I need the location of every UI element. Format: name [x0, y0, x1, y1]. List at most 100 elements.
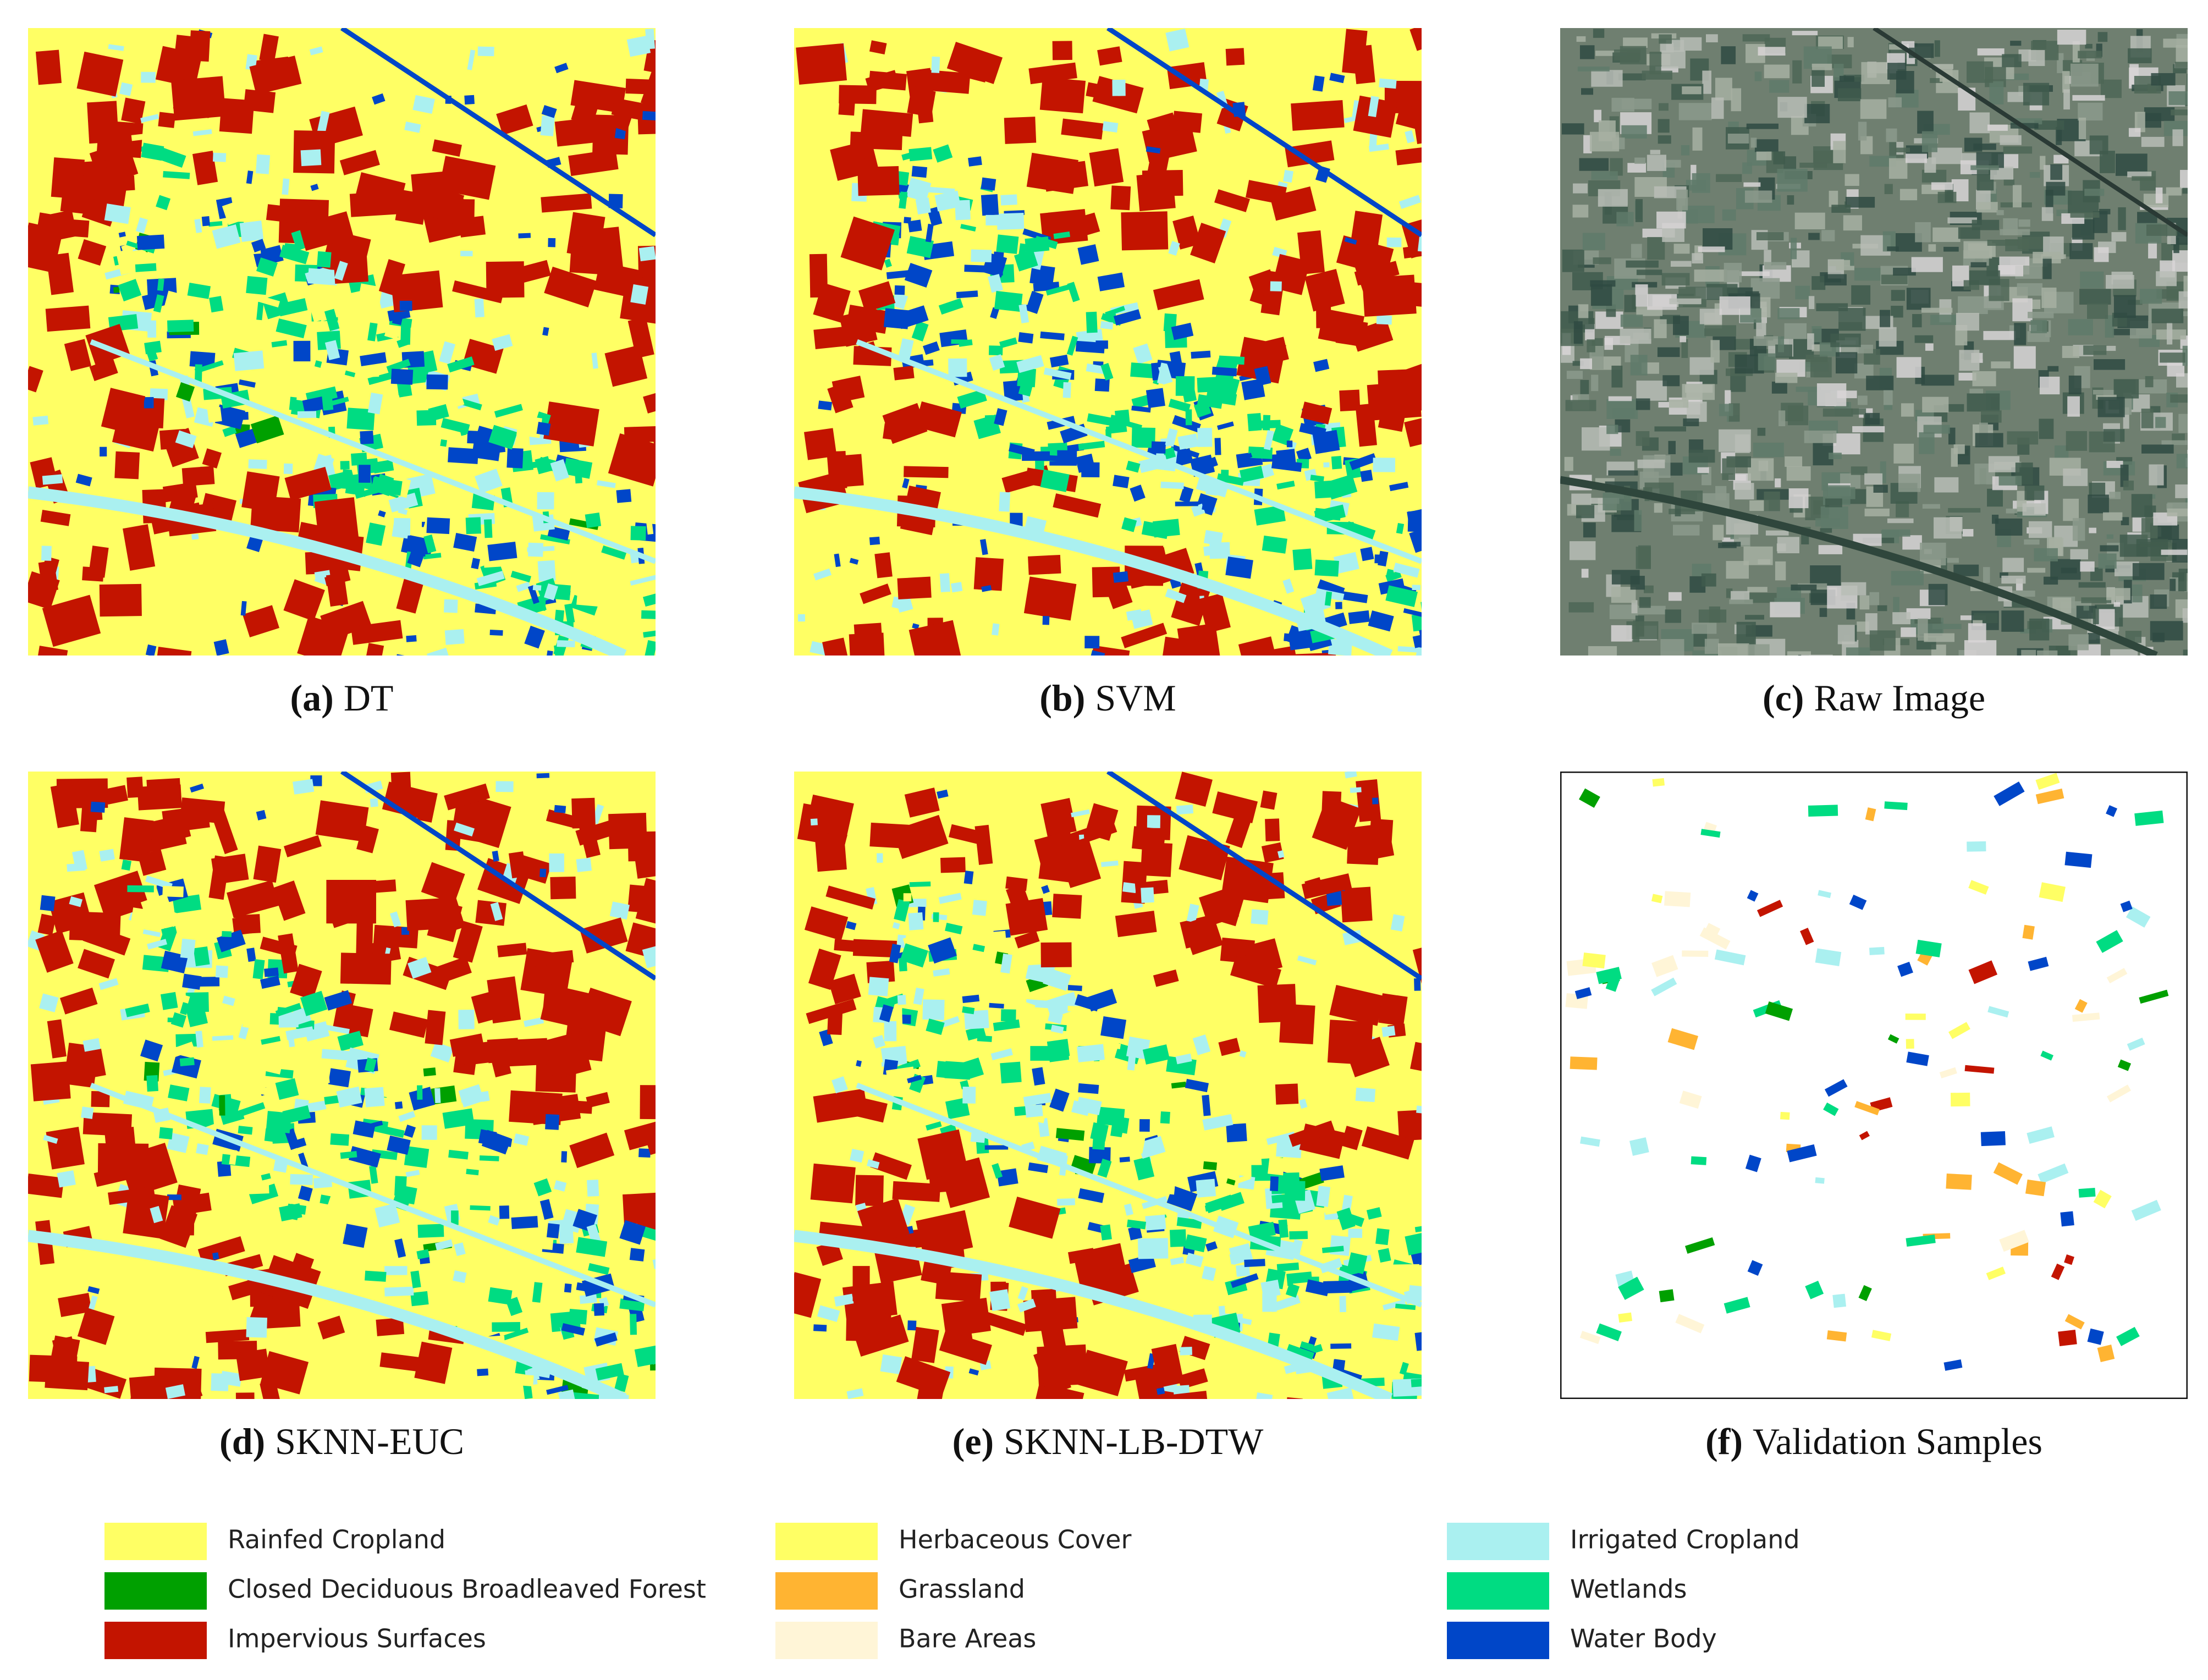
image-patch [1804, 430, 1837, 443]
image-patch [2178, 414, 2188, 433]
image-patch [1777, 308, 1800, 320]
map-patch [484, 519, 493, 538]
map-patch [39, 993, 59, 1012]
map-patch [1171, 577, 1212, 626]
map-patch [568, 148, 619, 177]
map-patch [458, 398, 482, 411]
map-patch [1285, 1397, 1303, 1399]
image-patch [1983, 567, 1990, 583]
image-patch [2175, 484, 2188, 498]
map-patch [229, 1149, 238, 1165]
map-patch [797, 614, 805, 622]
image-patch [2183, 276, 2188, 297]
map-patch [1362, 1290, 1380, 1308]
image-patch [1801, 654, 1833, 656]
image-patch [2040, 156, 2046, 170]
sample-patch [1618, 1312, 1633, 1323]
sample-patch [1808, 805, 1838, 817]
map-patch [1297, 955, 1317, 966]
map-patch [585, 512, 602, 528]
map-patch [1218, 1038, 1241, 1056]
sample-patch [2064, 851, 2093, 868]
map-patch [1256, 1392, 1273, 1399]
map-patch [957, 389, 987, 409]
image-patch [2106, 274, 2134, 289]
map-patch [907, 87, 936, 117]
map-patch [865, 70, 899, 92]
map-patch [1286, 440, 1293, 448]
map-patch [524, 1325, 543, 1336]
map-patch [1305, 1279, 1330, 1297]
map-patch [440, 439, 447, 447]
sample-patch [1943, 1359, 1963, 1371]
map-patch [101, 388, 146, 435]
map-patch [140, 1039, 163, 1062]
map-patch [355, 172, 406, 210]
map-patch [357, 283, 383, 308]
map-patch [285, 1203, 300, 1220]
image-patch [1719, 296, 1750, 315]
image-patch [1934, 40, 1940, 57]
image-patch [1719, 404, 1733, 416]
sample-patch [1659, 1289, 1675, 1303]
map-patch [1316, 1186, 1331, 1207]
map-patch [1326, 890, 1342, 906]
map-patch [904, 217, 911, 224]
map-patch [1033, 1346, 1072, 1396]
image-patch [2105, 315, 2115, 338]
image-patch [1731, 88, 1742, 112]
image-patch [2098, 553, 2117, 569]
panel-name: SKNN-EUC [275, 1420, 464, 1462]
map-patch [1078, 1083, 1099, 1094]
image-patch [1570, 541, 1596, 560]
image-patch [1678, 103, 1712, 120]
image-patch [1987, 488, 2003, 507]
map-patch [1097, 1158, 1112, 1178]
image-patch [1754, 139, 1778, 152]
map-patch [869, 822, 911, 849]
map-patch [1104, 579, 1133, 609]
map-patch [365, 1270, 387, 1282]
map-patch [934, 190, 961, 212]
map-patch [1403, 608, 1422, 618]
map-patch [595, 1363, 624, 1381]
image-patch [1864, 508, 1890, 516]
map-patch [838, 102, 855, 116]
image-patch [1818, 545, 1843, 554]
image-patch [1921, 374, 1954, 386]
map-patch [394, 1238, 406, 1258]
map-patch [580, 917, 628, 954]
map-patch [557, 640, 575, 648]
image-patch [1804, 104, 1830, 124]
image-patch [1860, 99, 1887, 119]
sample-patch [1580, 1136, 1600, 1147]
map-patch [1378, 1248, 1391, 1263]
map-patch [315, 800, 369, 842]
image-patch [2141, 444, 2174, 454]
image-patch [1958, 296, 1988, 315]
map-patch [1374, 554, 1386, 564]
image-patch [1611, 365, 1623, 388]
map-patch [537, 492, 554, 510]
map-patch [1061, 1109, 1071, 1128]
map-patch [985, 968, 996, 981]
image-patch [1715, 486, 1727, 500]
map-patch [569, 1132, 615, 1169]
image-patch [1722, 209, 1736, 221]
map-patch [839, 309, 878, 347]
map-patch [155, 646, 192, 656]
image-patch [1747, 587, 1767, 592]
map-patch [1190, 222, 1226, 263]
map-patch [900, 943, 928, 968]
image-patch [1748, 644, 1770, 656]
map-patch [1226, 1123, 1247, 1143]
image-patch [1958, 227, 1980, 239]
map-patch [861, 109, 913, 137]
image-patch [2020, 629, 2036, 634]
image-patch [1958, 372, 1976, 381]
map-patch [1186, 904, 1199, 923]
image-patch [1659, 34, 1672, 44]
map-patch [317, 111, 330, 133]
image-patch [1687, 401, 1707, 422]
image-patch [1769, 80, 1789, 93]
